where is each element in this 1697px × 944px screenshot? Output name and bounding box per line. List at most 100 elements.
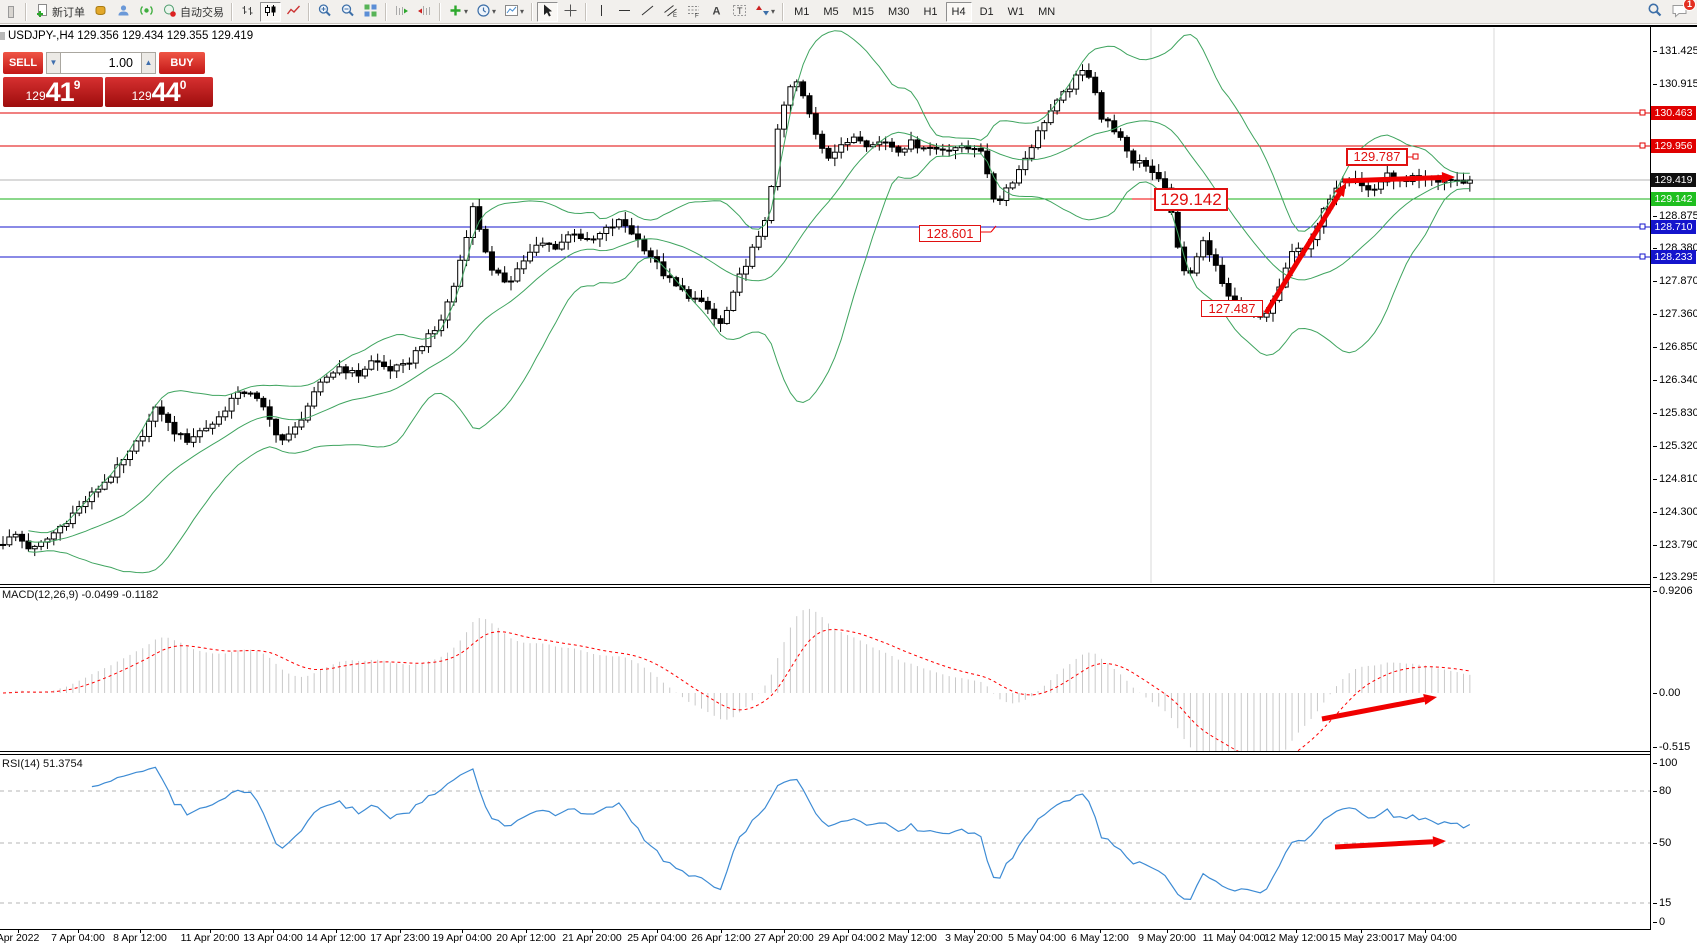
zoom-out-button[interactable] [337, 2, 358, 22]
search-button[interactable] [1644, 2, 1666, 22]
annotation-price-label[interactable]: 129.142 [1154, 188, 1228, 211]
tile-windows-button[interactable] [360, 2, 381, 22]
time-tick [657, 930, 658, 933]
bar-chart-button[interactable] [237, 2, 258, 22]
time-tick [974, 930, 975, 933]
time-tick-label: 17 Apr 23:00 [370, 932, 430, 944]
time-tick [210, 930, 211, 933]
trend-arrows[interactable] [1263, 171, 1455, 850]
price-tick-label: 127.870 [1653, 275, 1697, 287]
signals-button[interactable] [136, 2, 157, 22]
shapes-icon [755, 3, 770, 21]
text-button[interactable]: A [706, 2, 727, 22]
timeframe-h4[interactable]: H4 [945, 1, 972, 22]
price-scale-border [1650, 27, 1651, 930]
price-tick-label: 131.425 [1653, 45, 1697, 57]
timeframe-mn[interactable]: MN [1038, 5, 1056, 18]
search-icon [1647, 2, 1663, 21]
text-label-icon: T [732, 3, 747, 21]
time-tick-label: 6 May 12:00 [1071, 932, 1129, 944]
trend-arrow [1334, 839, 1434, 850]
rsi-tick-label: 15 [1653, 897, 1671, 909]
sell-price-display[interactable]: 129 41 9 [3, 77, 103, 107]
arrow-head [1432, 836, 1446, 848]
volume-input[interactable] [61, 52, 141, 74]
pane-divider[interactable] [0, 751, 1697, 752]
horizontal-line-icon [617, 3, 632, 21]
arrows-shapes-button[interactable]: ▾ [752, 2, 778, 22]
horizontal-line-button[interactable] [614, 2, 635, 22]
annotation-price-label[interactable]: 128.601 [919, 225, 981, 242]
indicators-button[interactable]: ▾ [445, 2, 471, 22]
rsi-indicator-label: RSI(14) 51.3754 [2, 758, 83, 770]
time-axis[interactable]: Apr 2022 7 Apr 04:00 8 Apr 12:00 11 Apr 20:… [0, 930, 1697, 944]
fibonacci-button[interactable]: F [683, 2, 704, 22]
auto-scroll-button[interactable] [391, 2, 412, 22]
time-tick-label: 13 Apr 04:00 [243, 932, 303, 944]
pane-divider[interactable] [0, 587, 1697, 588]
zoom-in-button[interactable] [314, 2, 335, 22]
macd-tick-label: 0.9206 [1653, 585, 1693, 597]
volume-increase-stepper[interactable]: ▲ [141, 52, 156, 74]
time-tick-label: 2 May 12:00 [879, 932, 937, 944]
timeframe-m1[interactable]: M1 [794, 5, 810, 18]
crosshair-button[interactable] [560, 2, 581, 22]
separator [385, 2, 387, 21]
community-button[interactable] [113, 2, 134, 22]
price-scale[interactable]: 131.425 130.915 128.875 128.380 127.870 127.3… [1651, 27, 1697, 930]
notifications-button[interactable]: 1 [1668, 0, 1696, 22]
trendline-button[interactable] [637, 2, 658, 22]
auto-trading-button[interactable]: 自动交易 [159, 2, 227, 22]
cursor-button[interactable] [537, 1, 559, 22]
buy-price-display[interactable]: 129 44 0 [105, 77, 213, 107]
timeframe-w1[interactable]: W1 [1007, 5, 1025, 18]
time-tick [273, 930, 274, 933]
pane-divider[interactable] [0, 754, 1697, 755]
vertical-line-button[interactable] [591, 2, 612, 22]
signal-icon [139, 3, 154, 21]
buy-price-figure: 129 [131, 89, 152, 103]
community-icon [116, 3, 131, 21]
line-chart-button[interactable] [283, 2, 304, 22]
separator [231, 2, 233, 21]
new-order-button[interactable]: 新订单 [31, 2, 88, 22]
main-toolbar: 新订单 自动交易 [0, 0, 1697, 24]
text-label-button[interactable]: T [729, 2, 750, 22]
volume-decrease-stepper[interactable]: ▼ [46, 52, 61, 74]
separator [782, 2, 785, 21]
svg-text:F: F [695, 13, 699, 18]
timeframe-m30[interactable]: M30 [888, 5, 910, 18]
channel-icon: E [663, 3, 678, 21]
periods-button[interactable]: ▾ [473, 2, 499, 22]
time-tick [1361, 930, 1362, 933]
pane-divider[interactable] [0, 584, 1697, 585]
annotation-price-label[interactable]: 127.487 [1201, 300, 1263, 317]
templates-button[interactable]: ▾ [501, 2, 527, 22]
annotation-price-label[interactable]: 129.787 [1346, 148, 1408, 166]
price-tick-label: 124.300 [1653, 506, 1697, 518]
arrow-head [1423, 694, 1437, 705]
time-tick [336, 930, 337, 933]
timeframe-m15[interactable]: M15 [852, 5, 875, 18]
macd-tick-label: -0.515 [1653, 741, 1690, 753]
price-tick-label: 125.320 [1653, 440, 1697, 452]
timeframe-d1[interactable]: D1 [979, 5, 994, 18]
time-tick [1100, 930, 1101, 933]
time-tick-label: 15 May 23:00 [1329, 932, 1393, 944]
chart-shift-button[interactable] [414, 2, 435, 22]
time-tick [1234, 930, 1235, 933]
equidistant-channel-button[interactable]: E [660, 2, 681, 22]
candle-chart-button[interactable] [260, 1, 281, 22]
time-tick [721, 930, 722, 933]
timeframe-h1[interactable]: H1 [923, 5, 938, 18]
timeframe-m5[interactable]: M5 [823, 5, 839, 18]
buy-button[interactable]: BUY [159, 52, 205, 74]
sell-button[interactable]: SELL [3, 52, 43, 74]
rsi-tick-label: 50 [1653, 837, 1671, 849]
buy-price-pips: 44 [151, 77, 181, 107]
deposit-button[interactable] [90, 2, 111, 22]
bollinger-band-line [28, 30, 1470, 534]
